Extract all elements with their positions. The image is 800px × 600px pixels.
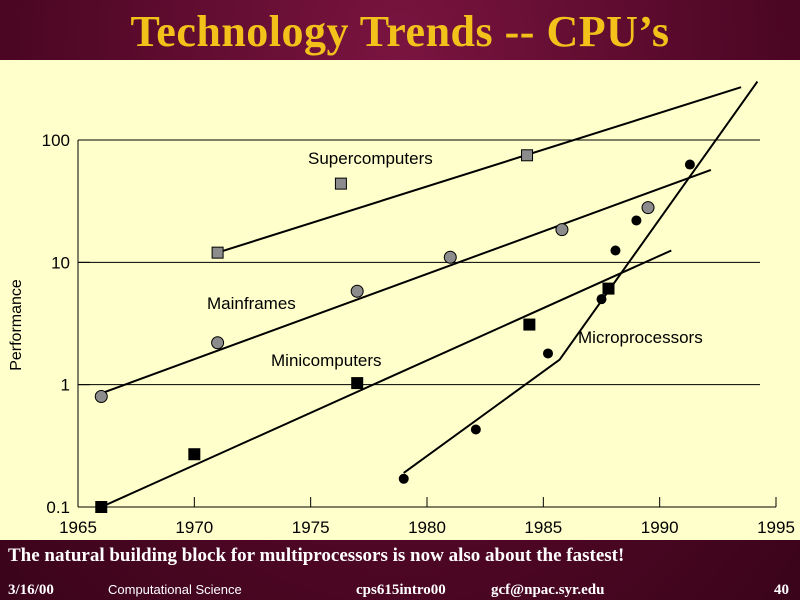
point-minicomputers <box>188 448 201 461</box>
footer-page-number: 40 <box>774 582 789 598</box>
point-minicomputers <box>523 318 536 331</box>
point-mainframes <box>211 336 225 350</box>
y-tick-label: 10 <box>51 253 70 272</box>
point-microprocessors <box>684 159 695 170</box>
x-tick-label: 1965 <box>59 518 97 537</box>
point-supercomputers <box>521 149 534 162</box>
point-supercomputers <box>334 177 347 190</box>
y-tick-label: 0.1 <box>46 498 70 517</box>
trendline-minicomputers <box>100 249 672 508</box>
point-microprocessors <box>610 245 621 256</box>
point-mainframes <box>641 201 655 215</box>
x-tick-label: 1985 <box>524 518 562 537</box>
point-microprocessors <box>631 215 642 226</box>
trendline-mainframes <box>100 168 712 395</box>
series-label-supercomputers: Supercomputers <box>308 149 433 168</box>
point-mainframes <box>443 250 457 264</box>
point-minicomputers <box>351 377 364 390</box>
point-microprocessors <box>398 473 409 484</box>
y-tick-label: 1 <box>61 376 70 395</box>
point-mainframes <box>555 223 569 237</box>
point-microprocessors <box>596 294 607 305</box>
footer-email: gcf@npac.syr.edu <box>491 582 605 598</box>
point-microprocessors <box>470 424 481 435</box>
trendline-microprocessors <box>403 81 759 474</box>
series-label-microprocessors: Microprocessors <box>578 328 703 347</box>
y-tick-label: 100 <box>42 131 70 150</box>
point-minicomputers <box>95 501 108 513</box>
point-mainframes <box>94 390 108 404</box>
point-mainframes <box>350 284 364 298</box>
point-minicomputers <box>602 282 615 295</box>
footer-date: 3/16/00 <box>8 582 54 598</box>
x-tick-label: 1980 <box>408 518 446 537</box>
footer-file: cps615intro00 <box>356 582 446 598</box>
x-tick-label: 1990 <box>641 518 679 537</box>
point-supercomputers <box>211 246 224 259</box>
footer-course: Computational Science <box>108 582 242 597</box>
y-axis-label: Performance <box>8 279 25 371</box>
point-microprocessors <box>542 348 553 359</box>
series-label-minicomputers: Minicomputers <box>271 351 382 370</box>
trendline-supercomputers <box>217 86 742 254</box>
x-tick-label: 1970 <box>175 518 213 537</box>
x-tick-label: 1975 <box>292 518 330 537</box>
slide-title: Technology Trends -- CPU’s <box>130 7 670 56</box>
slide-caption: The natural building block for multiproc… <box>8 545 625 566</box>
series-label-mainframes: Mainframes <box>207 294 296 313</box>
x-tick-label: 1995 <box>757 518 795 537</box>
